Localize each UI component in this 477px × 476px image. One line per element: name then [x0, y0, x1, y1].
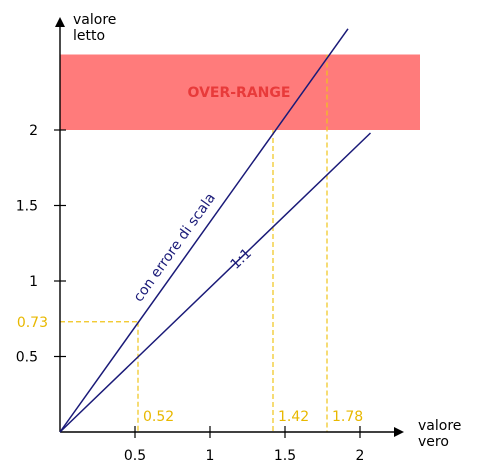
y-tick-label-2: 1.5: [16, 199, 38, 215]
guide-lines-layer: [60, 54, 328, 432]
series-line-1: [59, 28, 349, 433]
y-axis-title-line1: valore: [73, 12, 116, 28]
over-range-band: [60, 54, 420, 130]
y-tick-label-0: 0.5: [16, 350, 38, 366]
axes-layer: [54, 17, 404, 438]
x-tick-label-1: 1: [206, 448, 215, 464]
x-axis-title-line2: vero: [418, 434, 449, 450]
y-axis-arrow: [55, 17, 65, 27]
y-axis-title-line2: letto: [73, 28, 105, 44]
y-tick-label-3: 2: [29, 123, 38, 139]
guide-y-label-0: 0.73: [17, 315, 48, 331]
series-layer: [59, 28, 372, 433]
x-tick-label-2: 1.5: [274, 448, 296, 464]
guide-x-label-2: 1.78: [332, 409, 363, 425]
guide-x-label-1: 1.42: [278, 409, 309, 425]
x-tick-label-3: 2: [356, 448, 365, 464]
series-label-0: 1:1: [228, 246, 255, 273]
series-line-0: [59, 132, 372, 433]
over-range-band-layer: [60, 54, 420, 130]
x-tick-label-0: 0.5: [124, 448, 146, 464]
guide-x-label-0: 0.52: [143, 409, 174, 425]
series-label-1: con errore di scala: [131, 190, 219, 305]
y-tick-label-1: 1: [29, 274, 38, 290]
x-axis-arrow: [394, 427, 404, 437]
over-range-label: OVER-RANGE: [188, 85, 291, 101]
x-axis-title-line1: valore: [418, 418, 461, 434]
